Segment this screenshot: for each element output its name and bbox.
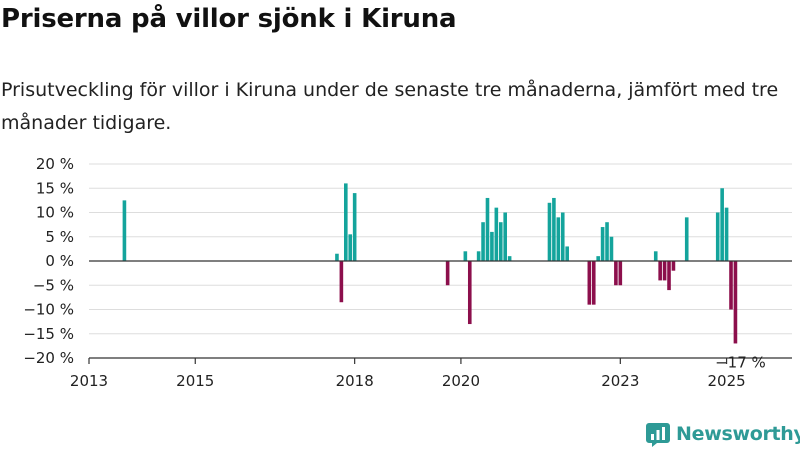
y-tick-label: 20 % bbox=[36, 155, 74, 173]
y-tick-label: 5 % bbox=[45, 228, 74, 246]
bar bbox=[684, 217, 689, 261]
bar bbox=[724, 207, 729, 261]
bar bbox=[667, 261, 671, 291]
bar bbox=[485, 197, 490, 261]
bar bbox=[600, 227, 605, 261]
brand-logo: Newsworthy bbox=[645, 421, 800, 447]
y-tick-label: −15 % bbox=[23, 325, 74, 343]
bar bbox=[552, 197, 556, 261]
newsworthy-logo-icon bbox=[646, 423, 670, 447]
y-tick-label: 10 % bbox=[36, 204, 74, 222]
bar bbox=[348, 234, 353, 261]
bar bbox=[618, 261, 623, 286]
x-tick-label: 2013 bbox=[70, 372, 108, 390]
bar bbox=[122, 200, 127, 261]
y-tick-label: −20 % bbox=[23, 349, 74, 367]
bar bbox=[556, 217, 561, 261]
x-tick-label: 2015 bbox=[176, 372, 214, 390]
bar bbox=[733, 261, 738, 344]
data-label: −17 % bbox=[715, 353, 766, 371]
bar bbox=[591, 261, 596, 305]
bar bbox=[467, 261, 472, 325]
bar bbox=[445, 261, 450, 286]
bar bbox=[507, 256, 512, 261]
bar bbox=[653, 251, 658, 261]
y-tick-label: 0 % bbox=[45, 252, 74, 270]
chart-subtitle: Prisutveckling för villor i Kiruna under… bbox=[1, 79, 779, 134]
y-tick-label: 15 % bbox=[36, 179, 74, 197]
y-tick-label: −10 % bbox=[23, 301, 74, 319]
y-tick-label: −5 % bbox=[33, 276, 74, 294]
bar bbox=[596, 256, 600, 261]
bar bbox=[476, 251, 481, 261]
brand-name: Newsworthy bbox=[676, 423, 800, 445]
bar bbox=[494, 207, 499, 261]
bar bbox=[671, 261, 676, 271]
x-tick-label: 2020 bbox=[442, 372, 480, 390]
bar bbox=[609, 236, 614, 261]
bar bbox=[565, 246, 569, 261]
chart-title: Priserna på villor sjönk i Kiruna bbox=[1, 4, 457, 34]
bar bbox=[481, 222, 485, 261]
x-tick-label: 2025 bbox=[707, 372, 745, 390]
bar bbox=[605, 222, 609, 261]
bar bbox=[560, 212, 565, 261]
bar bbox=[547, 202, 552, 261]
bar bbox=[658, 261, 662, 281]
bar bbox=[715, 212, 720, 261]
bar bbox=[339, 261, 344, 303]
x-tick-label: 2018 bbox=[336, 372, 374, 390]
bar bbox=[463, 251, 468, 261]
x-tick-label: 2023 bbox=[601, 372, 639, 390]
bar-chart: −20 % −15 % −10 % −5 % 0 % 5 % 10 % 15 % 20 % 201… bbox=[23, 155, 792, 390]
bar bbox=[335, 253, 339, 261]
bar bbox=[720, 188, 724, 261]
bar bbox=[729, 261, 733, 310]
bar bbox=[614, 261, 618, 286]
bar bbox=[344, 183, 348, 261]
bar bbox=[503, 212, 507, 261]
bar bbox=[352, 193, 357, 261]
bar bbox=[587, 261, 592, 305]
bar bbox=[498, 222, 503, 261]
bar bbox=[490, 231, 494, 261]
bar bbox=[662, 261, 667, 281]
